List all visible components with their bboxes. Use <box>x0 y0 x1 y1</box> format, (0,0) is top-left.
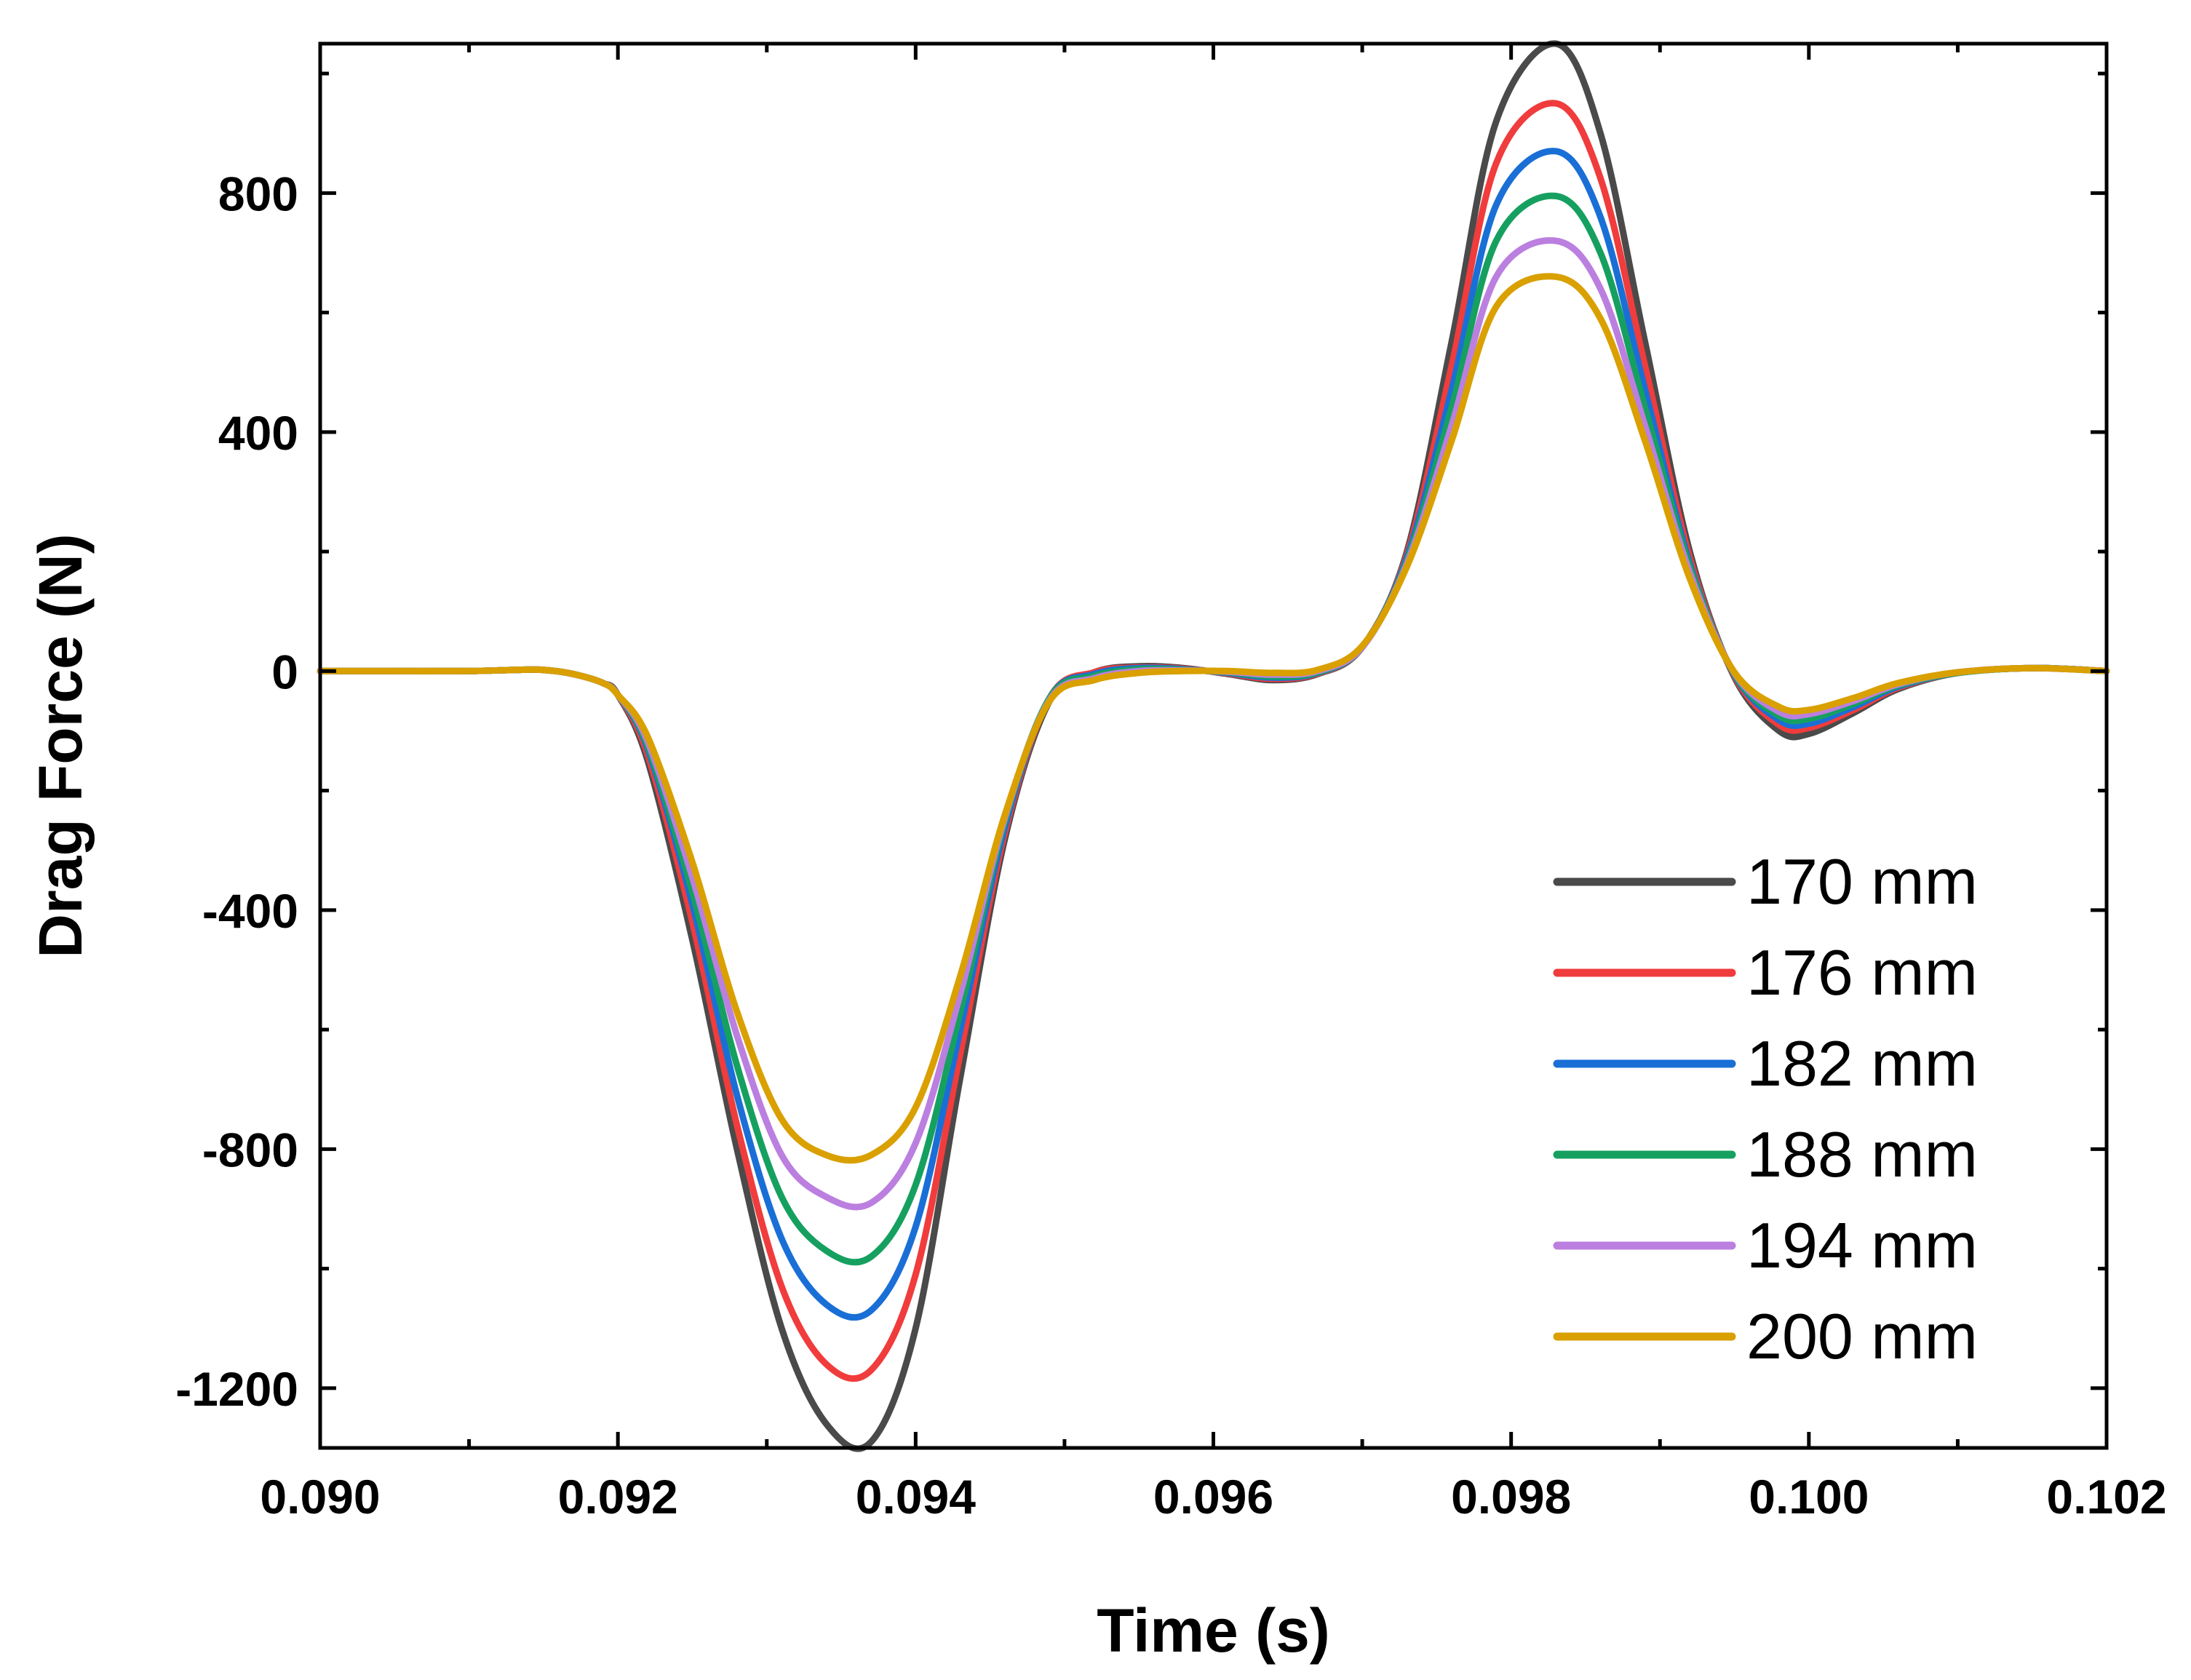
legend-label: 176 mm <box>1746 936 1978 1008</box>
legend-label: 200 mm <box>1746 1300 1978 1372</box>
x-tick-label: 0.100 <box>1749 1470 1869 1524</box>
axis-ticks <box>318 44 2109 1448</box>
y-tick-label: -800 <box>202 1123 298 1177</box>
legend-label: 194 mm <box>1746 1209 1978 1281</box>
y-tick-label: -1200 <box>175 1362 298 1416</box>
x-tick-label: 0.098 <box>1451 1470 1571 1524</box>
series-lines <box>317 40 2110 1452</box>
x-axis-title: Time (s) <box>1097 1596 1330 1665</box>
y-tick-label: 800 <box>218 167 298 220</box>
legend-label: 188 mm <box>1746 1118 1978 1190</box>
legend: 170 mm 176 mm 182 mm 188 mm 194 mm 200 mm <box>1553 845 1978 1372</box>
y-tick-label: -400 <box>202 884 298 938</box>
y-tick-label: 0 <box>271 645 298 698</box>
y-axis-title: Drag Force (N) <box>26 533 95 958</box>
x-tick-label: 0.092 <box>558 1470 678 1524</box>
series-line-188-mm <box>317 192 2110 1266</box>
x-tick-label: 0.102 <box>2046 1470 2166 1524</box>
series-line-200-mm <box>317 273 2110 1164</box>
x-tick-labels: 0.090 0.092 0.094 0.096 0.098 0.100 0.102 <box>260 1470 2166 1524</box>
legend-label: 170 mm <box>1746 845 1978 917</box>
legend-label: 182 mm <box>1746 1027 1978 1099</box>
x-tick-label: 0.094 <box>856 1470 976 1524</box>
y-tick-label: 400 <box>218 406 298 460</box>
x-tick-label: 0.096 <box>1153 1470 1273 1524</box>
x-tick-label: 0.090 <box>260 1470 380 1524</box>
y-tick-labels: -1200 -800 -400 0 400 800 <box>175 167 298 1416</box>
